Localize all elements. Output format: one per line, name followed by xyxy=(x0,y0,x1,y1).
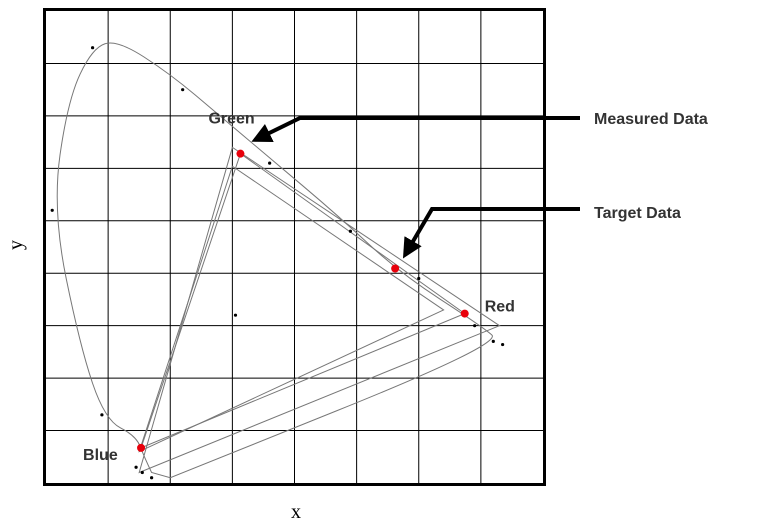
data-point xyxy=(460,309,469,318)
grid xyxy=(46,11,543,483)
locus-dot xyxy=(473,324,477,328)
annotation-arrow xyxy=(402,207,580,259)
locus-curve xyxy=(56,42,493,479)
label-red: Red xyxy=(485,299,515,316)
y-axis-label: y xyxy=(5,240,27,250)
annotations: Measured Data Target Data xyxy=(251,111,708,259)
label-blue: Blue xyxy=(83,447,118,464)
gamut-triangle xyxy=(140,152,466,449)
label-green: Green xyxy=(208,111,254,128)
data-point xyxy=(137,443,146,452)
gamut-triangle xyxy=(138,165,445,453)
locus-dot xyxy=(233,313,238,317)
annotation-arrow xyxy=(251,116,580,142)
locus-dot xyxy=(134,465,138,469)
locus-dot xyxy=(100,413,104,417)
gamut-triangle xyxy=(138,146,501,474)
data-point xyxy=(391,264,400,273)
locus-dot xyxy=(348,229,353,233)
plot-frame xyxy=(43,8,546,486)
gamut-triangles xyxy=(138,146,501,474)
data-points xyxy=(137,149,469,452)
locus-dot xyxy=(150,476,154,480)
point-labels: Green Red Blue xyxy=(83,111,515,464)
data-point xyxy=(236,149,245,158)
x-axis-label: x xyxy=(291,501,301,523)
annotation-measured-data: Measured Data xyxy=(594,111,708,128)
locus-dot xyxy=(181,88,185,92)
locus-dot xyxy=(50,208,54,212)
spectral-locus xyxy=(56,42,493,479)
locus-dot xyxy=(417,276,421,281)
annotation-target-data: Target Data xyxy=(594,205,681,222)
locus-dot xyxy=(140,470,144,475)
locus-dot xyxy=(501,342,505,347)
locus-dot xyxy=(268,161,272,165)
locus-dot xyxy=(491,339,495,343)
locus-dot xyxy=(90,46,95,50)
locus-dots xyxy=(50,46,505,480)
